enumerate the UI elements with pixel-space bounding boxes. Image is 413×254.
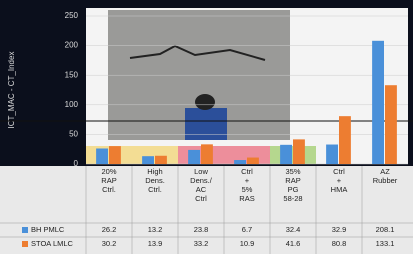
bar [96,148,108,164]
table-value: 6.7 [242,225,252,234]
x-tick-label: Ctrl+5%RAS [239,167,254,203]
bar [339,116,351,164]
legend-swatch [22,241,28,247]
bar [201,144,213,164]
bar [372,41,384,164]
bar [385,85,397,164]
bar [188,150,200,164]
legend-swatch [22,227,28,233]
y-tick-label: 100 [65,100,79,109]
bar [109,146,121,164]
y-tick-label: 150 [65,70,79,79]
table-value: 80.8 [332,239,347,248]
y-tick-label: 50 [69,130,78,139]
table-value: 10.9 [240,239,255,248]
table-value: 133.1 [376,239,395,248]
legend-label: STOA LMLC [31,239,74,248]
bar [142,156,154,164]
bar [280,145,292,164]
page: {"chart_data": {"type": "bar", "y_label"… [0,0,413,254]
bar [155,156,167,164]
table-value: 13.2 [148,225,163,234]
bar [326,145,338,164]
y-tick-label: 200 [65,41,79,50]
table-value: 13.9 [148,239,163,248]
table-value: 30.2 [102,239,117,248]
table-value: 33.2 [194,239,209,248]
bar [293,139,305,164]
legend-label: BH PMLC [31,225,65,234]
table-value: 32.9 [332,225,347,234]
table-value: 41.6 [286,239,301,248]
chart: ICT_MAC - CT_Index 0 50 100 150 200 250 26.2 30… [0,0,413,254]
table-value: 26.2 [102,225,117,234]
y-axis-label: ICT_MAC - CT_Index [7,52,16,129]
table-value: 208.1 [376,225,395,234]
bar [234,160,246,164]
table-value: 23.8 [194,225,209,234]
y-tick-label: 0 [74,159,79,168]
y-tick-label: 250 [65,11,79,20]
table-value: 32.4 [286,225,301,234]
bar [247,158,259,164]
